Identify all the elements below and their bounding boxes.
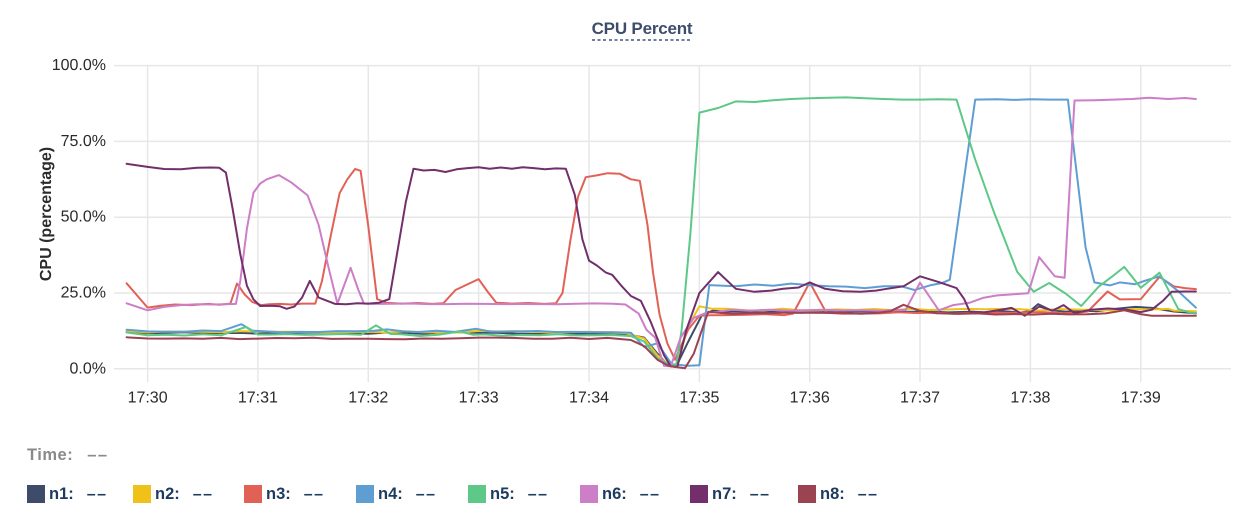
- svg-text:17:37: 17:37: [900, 390, 940, 407]
- svg-text:0.0%: 0.0%: [70, 360, 106, 377]
- svg-text:17:36: 17:36: [790, 390, 830, 407]
- svg-text:17:35: 17:35: [679, 390, 719, 407]
- svg-text:CPU (percentage): CPU (percentage): [38, 147, 55, 281]
- svg-text:17:30: 17:30: [128, 390, 168, 407]
- svg-text:100.0%: 100.0%: [52, 57, 106, 74]
- svg-text:50.0%: 50.0%: [61, 209, 106, 226]
- svg-text:75.0%: 75.0%: [61, 133, 106, 150]
- svg-text:17:31: 17:31: [238, 390, 278, 407]
- svg-text:17:34: 17:34: [569, 390, 609, 407]
- svg-text:17:33: 17:33: [459, 390, 499, 407]
- svg-text:17:32: 17:32: [348, 390, 388, 407]
- svg-text:25.0%: 25.0%: [61, 285, 106, 302]
- svg-text:17:38: 17:38: [1010, 390, 1050, 407]
- svg-text:17:39: 17:39: [1121, 390, 1161, 407]
